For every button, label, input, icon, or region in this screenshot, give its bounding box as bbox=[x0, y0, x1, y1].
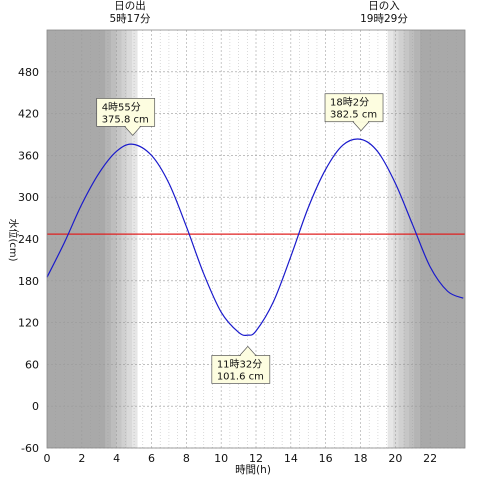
y-tick-label: -60 bbox=[21, 442, 39, 455]
x-tick-label: 0 bbox=[44, 452, 51, 465]
sun-labels: 日の出 5時17分 日の入 19時29分 bbox=[109, 0, 408, 25]
y-tick-label: 180 bbox=[18, 275, 39, 288]
callout-value: 375.8 cm bbox=[102, 114, 149, 125]
twilight-band-morning bbox=[111, 30, 117, 448]
x-tick-label: 12 bbox=[249, 452, 263, 465]
callout-value: 382.5 cm bbox=[330, 110, 377, 121]
twilight-band-morning bbox=[131, 30, 138, 448]
x-tick-label: 18 bbox=[354, 452, 368, 465]
twilight-band-evening bbox=[403, 30, 409, 448]
x-tick-label: 6 bbox=[148, 452, 155, 465]
twilight-band-evening bbox=[387, 30, 394, 448]
tide-line bbox=[46, 138, 464, 336]
callout-box bbox=[324, 93, 384, 123]
x-tick-label: 22 bbox=[423, 452, 437, 465]
sunset-label: 日の入 bbox=[368, 0, 400, 12]
axes: -60 0 60 120 180 240 300 360 420 480 0 2 4 6 8 10 12 14 16… bbox=[18, 29, 466, 465]
twilight-band-morning bbox=[126, 30, 133, 448]
callout-value: 101.6 cm bbox=[217, 371, 264, 382]
plot-frame bbox=[46, 29, 466, 449]
y-tick-label: 360 bbox=[18, 149, 39, 162]
x-tick-label: 14 bbox=[284, 452, 298, 465]
y-tick-label: 240 bbox=[18, 233, 39, 246]
x-axis-label: 時間(h) bbox=[235, 464, 271, 476]
x-tick-label: 8 bbox=[183, 452, 190, 465]
x-tick-label: 10 bbox=[214, 452, 228, 465]
callout-time: 18時2分 bbox=[330, 97, 369, 109]
sunrise-label: 日の出 bbox=[114, 0, 146, 12]
x-tick-label: 2 bbox=[78, 452, 85, 465]
sunset-time: 19時29分 bbox=[360, 13, 408, 25]
y-tick-label: 120 bbox=[18, 317, 39, 330]
y-tick-label: 480 bbox=[18, 66, 39, 79]
callout-time: 11時32分 bbox=[217, 358, 262, 370]
sunrise-time: 5時17分 bbox=[109, 13, 151, 25]
y-tick-label: 0 bbox=[32, 400, 39, 413]
callout-box bbox=[96, 98, 156, 127]
x-tick-label: 20 bbox=[388, 452, 402, 465]
y-axis-label: 水位(cm) bbox=[7, 218, 20, 261]
x-tick-label: 4 bbox=[113, 452, 120, 465]
x-tick-label: 16 bbox=[319, 452, 333, 465]
y-tick-label: 300 bbox=[18, 191, 39, 204]
tide-series bbox=[46, 138, 464, 336]
night-band-evening bbox=[419, 30, 465, 448]
callout-time: 4時55分 bbox=[102, 101, 141, 113]
y-tick-label: 60 bbox=[25, 358, 39, 371]
y-tick-label: 420 bbox=[18, 108, 39, 121]
